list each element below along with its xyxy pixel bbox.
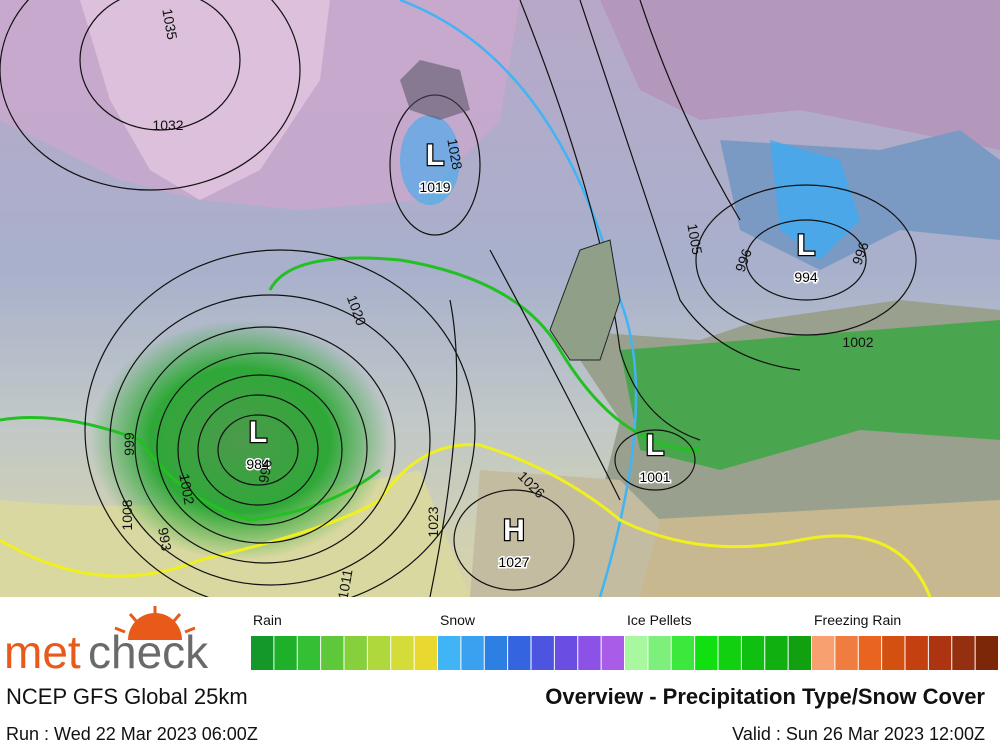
legend-swatch (928, 636, 952, 670)
legend-swatch (601, 636, 624, 670)
run-time: Run : Wed 22 Mar 2023 06:00Z (6, 724, 258, 744)
legend-swatch (578, 636, 601, 670)
isobar-label: 1023 (425, 506, 441, 537)
legend-label: Ice Pellets (627, 612, 692, 628)
isobar-label: 1002 (842, 334, 873, 350)
isobar-label: 996 (732, 246, 755, 274)
isobar-label: 999 (121, 432, 137, 456)
legend-swatch (812, 636, 835, 670)
isobar-label: 1002 (176, 472, 197, 506)
legend-label: Freezing Rain (814, 612, 901, 628)
legend-label: Rain (253, 612, 282, 628)
brand-met: met (4, 626, 81, 678)
isobar-label: 1008 (119, 499, 135, 530)
legend-swatch (438, 636, 461, 670)
legend-swatch (765, 636, 788, 670)
pressure-symbol: H (503, 514, 525, 547)
legend-swatch (531, 636, 554, 670)
isobar-label: 996 (849, 239, 872, 267)
logo-sun (114, 606, 196, 640)
pressure-value: 984 (246, 456, 270, 472)
pressure-value: 1001 (639, 469, 670, 485)
pressure-value: 1019 (419, 179, 450, 195)
pressure-value: 994 (794, 269, 818, 285)
legend-swatch (625, 636, 648, 670)
legend-swatch (882, 636, 905, 670)
legend-swatch (858, 636, 882, 670)
legend-swatch (695, 636, 718, 670)
pressure-symbol: L (249, 416, 267, 449)
pressure-symbol: L (426, 139, 444, 172)
isobar-label: 1005 (684, 222, 705, 256)
legend-swatch (975, 636, 998, 670)
pressure-value: 1027 (498, 554, 529, 570)
legend-swatch (484, 636, 508, 670)
pressure-symbol: L (646, 429, 664, 462)
brand-check: check (88, 626, 209, 678)
isobar-label: 1011 (335, 568, 356, 601)
legend-swatch (788, 636, 811, 670)
legend-swatch (391, 636, 414, 670)
legend-swatch (297, 636, 321, 670)
legend-swatch (508, 636, 531, 670)
legend-swatch (367, 636, 391, 670)
map (0, 0, 1000, 611)
legend-swatch (648, 636, 671, 670)
isobar-label: 1028 (444, 137, 465, 171)
legend-swatch (671, 636, 695, 670)
legend-swatch (274, 636, 297, 670)
isobar-label: 1032 (152, 117, 183, 133)
legend-swatch (414, 636, 437, 670)
legend-swatch (344, 636, 367, 670)
isobar-label: 996 (255, 458, 275, 484)
pressure-symbol: L (797, 229, 815, 262)
legend-swatch (321, 636, 344, 670)
title: Overview - Precipitation Type/Snow Cover (545, 684, 985, 709)
legend-label: Snow (440, 612, 476, 628)
legend-swatch (718, 636, 741, 670)
isobar-label: 1035 (159, 7, 180, 41)
legend-swatch (554, 636, 578, 670)
legend-swatch (952, 636, 975, 670)
legend-swatch (741, 636, 765, 670)
legend-swatch (835, 636, 858, 670)
model: NCEP GFS Global 25km (6, 684, 248, 709)
legend-swatch (251, 636, 274, 670)
valid-time: Valid : Sun 26 Mar 2023 12:00Z (732, 724, 985, 744)
legend-swatch (905, 636, 928, 670)
isobar-label: 993 (155, 526, 175, 552)
legend-swatch (461, 636, 484, 670)
